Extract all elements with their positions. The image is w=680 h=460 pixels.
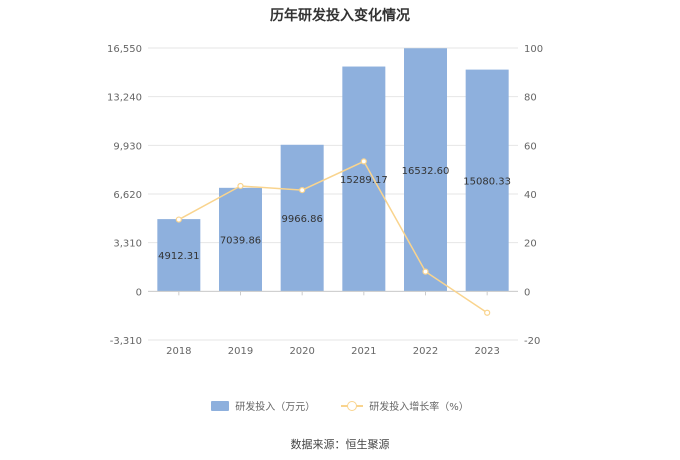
growth-rate-point <box>299 187 306 194</box>
bar <box>404 48 447 292</box>
grid-lines <box>148 47 518 341</box>
bar-value-label: 7039.86 <box>220 236 261 247</box>
y-right-tick-label: 40 <box>524 190 537 201</box>
y-right-tick-label: 20 <box>524 239 537 250</box>
legend: 研发投入（万元） 研发投入增长率（%） <box>0 398 680 413</box>
x-tick-label: 2020 <box>289 346 314 357</box>
axes: 16,550 100 13,240 80 9,930 60 6,620 40 3,310 20 0 0… <box>107 44 543 357</box>
legend-label-bar: 研发投入（万元） <box>235 402 316 413</box>
bar-value-label: 9966.86 <box>281 214 322 225</box>
y-right-tick-label: -20 <box>524 336 540 347</box>
growth-rate-point <box>360 158 367 165</box>
y-right-tick-label: 80 <box>524 93 537 104</box>
y-right-tick-label: 60 <box>524 141 537 152</box>
bar-series <box>157 48 509 292</box>
y-left-tick-label: 13,240 <box>107 93 142 104</box>
bar <box>219 187 262 292</box>
bar-value-label: 15289.17 <box>340 175 388 186</box>
y-right-tick-label: 0 <box>524 287 530 298</box>
x-tick-label: 2019 <box>228 346 253 357</box>
x-tick-label: 2021 <box>351 346 376 357</box>
line-series <box>175 158 491 316</box>
bar-value-labels: 4912.31 7039.86 9966.86 15289.17 16532.60 150… <box>158 166 511 262</box>
y-left-tick-label: 3,310 <box>113 239 142 250</box>
legend-line-swatch <box>341 400 364 411</box>
y-left-tick-label: 16,550 <box>107 44 142 55</box>
growth-rate-point <box>484 309 491 316</box>
x-tick-label: 2023 <box>474 346 499 357</box>
bar <box>342 66 386 292</box>
bar <box>157 219 201 292</box>
chart-title: 历年研发投入变化情况 <box>270 8 410 24</box>
y-right-tick-label: 100 <box>524 44 543 55</box>
growth-rate-point <box>237 182 244 190</box>
y-left-tick-label: 0 <box>136 287 142 298</box>
growth-rate-point <box>175 216 182 223</box>
bar <box>465 69 509 292</box>
bar-value-label: 16532.60 <box>402 166 450 177</box>
legend-item-line[interactable]: 研发投入增长率（%） <box>341 398 469 413</box>
y-left-tick-label: 6,620 <box>113 190 142 201</box>
bar-value-label: 4912.31 <box>158 251 199 262</box>
legend-item-bar[interactable]: 研发投入（万元） <box>211 398 315 413</box>
bar <box>280 144 324 292</box>
bar-value-label: 15080.33 <box>463 176 511 187</box>
y-left-tick-label: -3,310 <box>110 336 142 347</box>
y-left-tick-label: 9,930 <box>113 141 142 152</box>
growth-rate-line <box>178 160 488 314</box>
legend-bar-swatch <box>211 400 230 411</box>
growth-rate-point <box>422 268 429 275</box>
data-source: 数据来源：恒生聚源 <box>290 438 390 451</box>
x-tick-label: 2022 <box>413 346 438 357</box>
legend-label-line: 研发投入增长率（%） <box>369 402 469 413</box>
x-tick-label: 2018 <box>166 346 191 357</box>
